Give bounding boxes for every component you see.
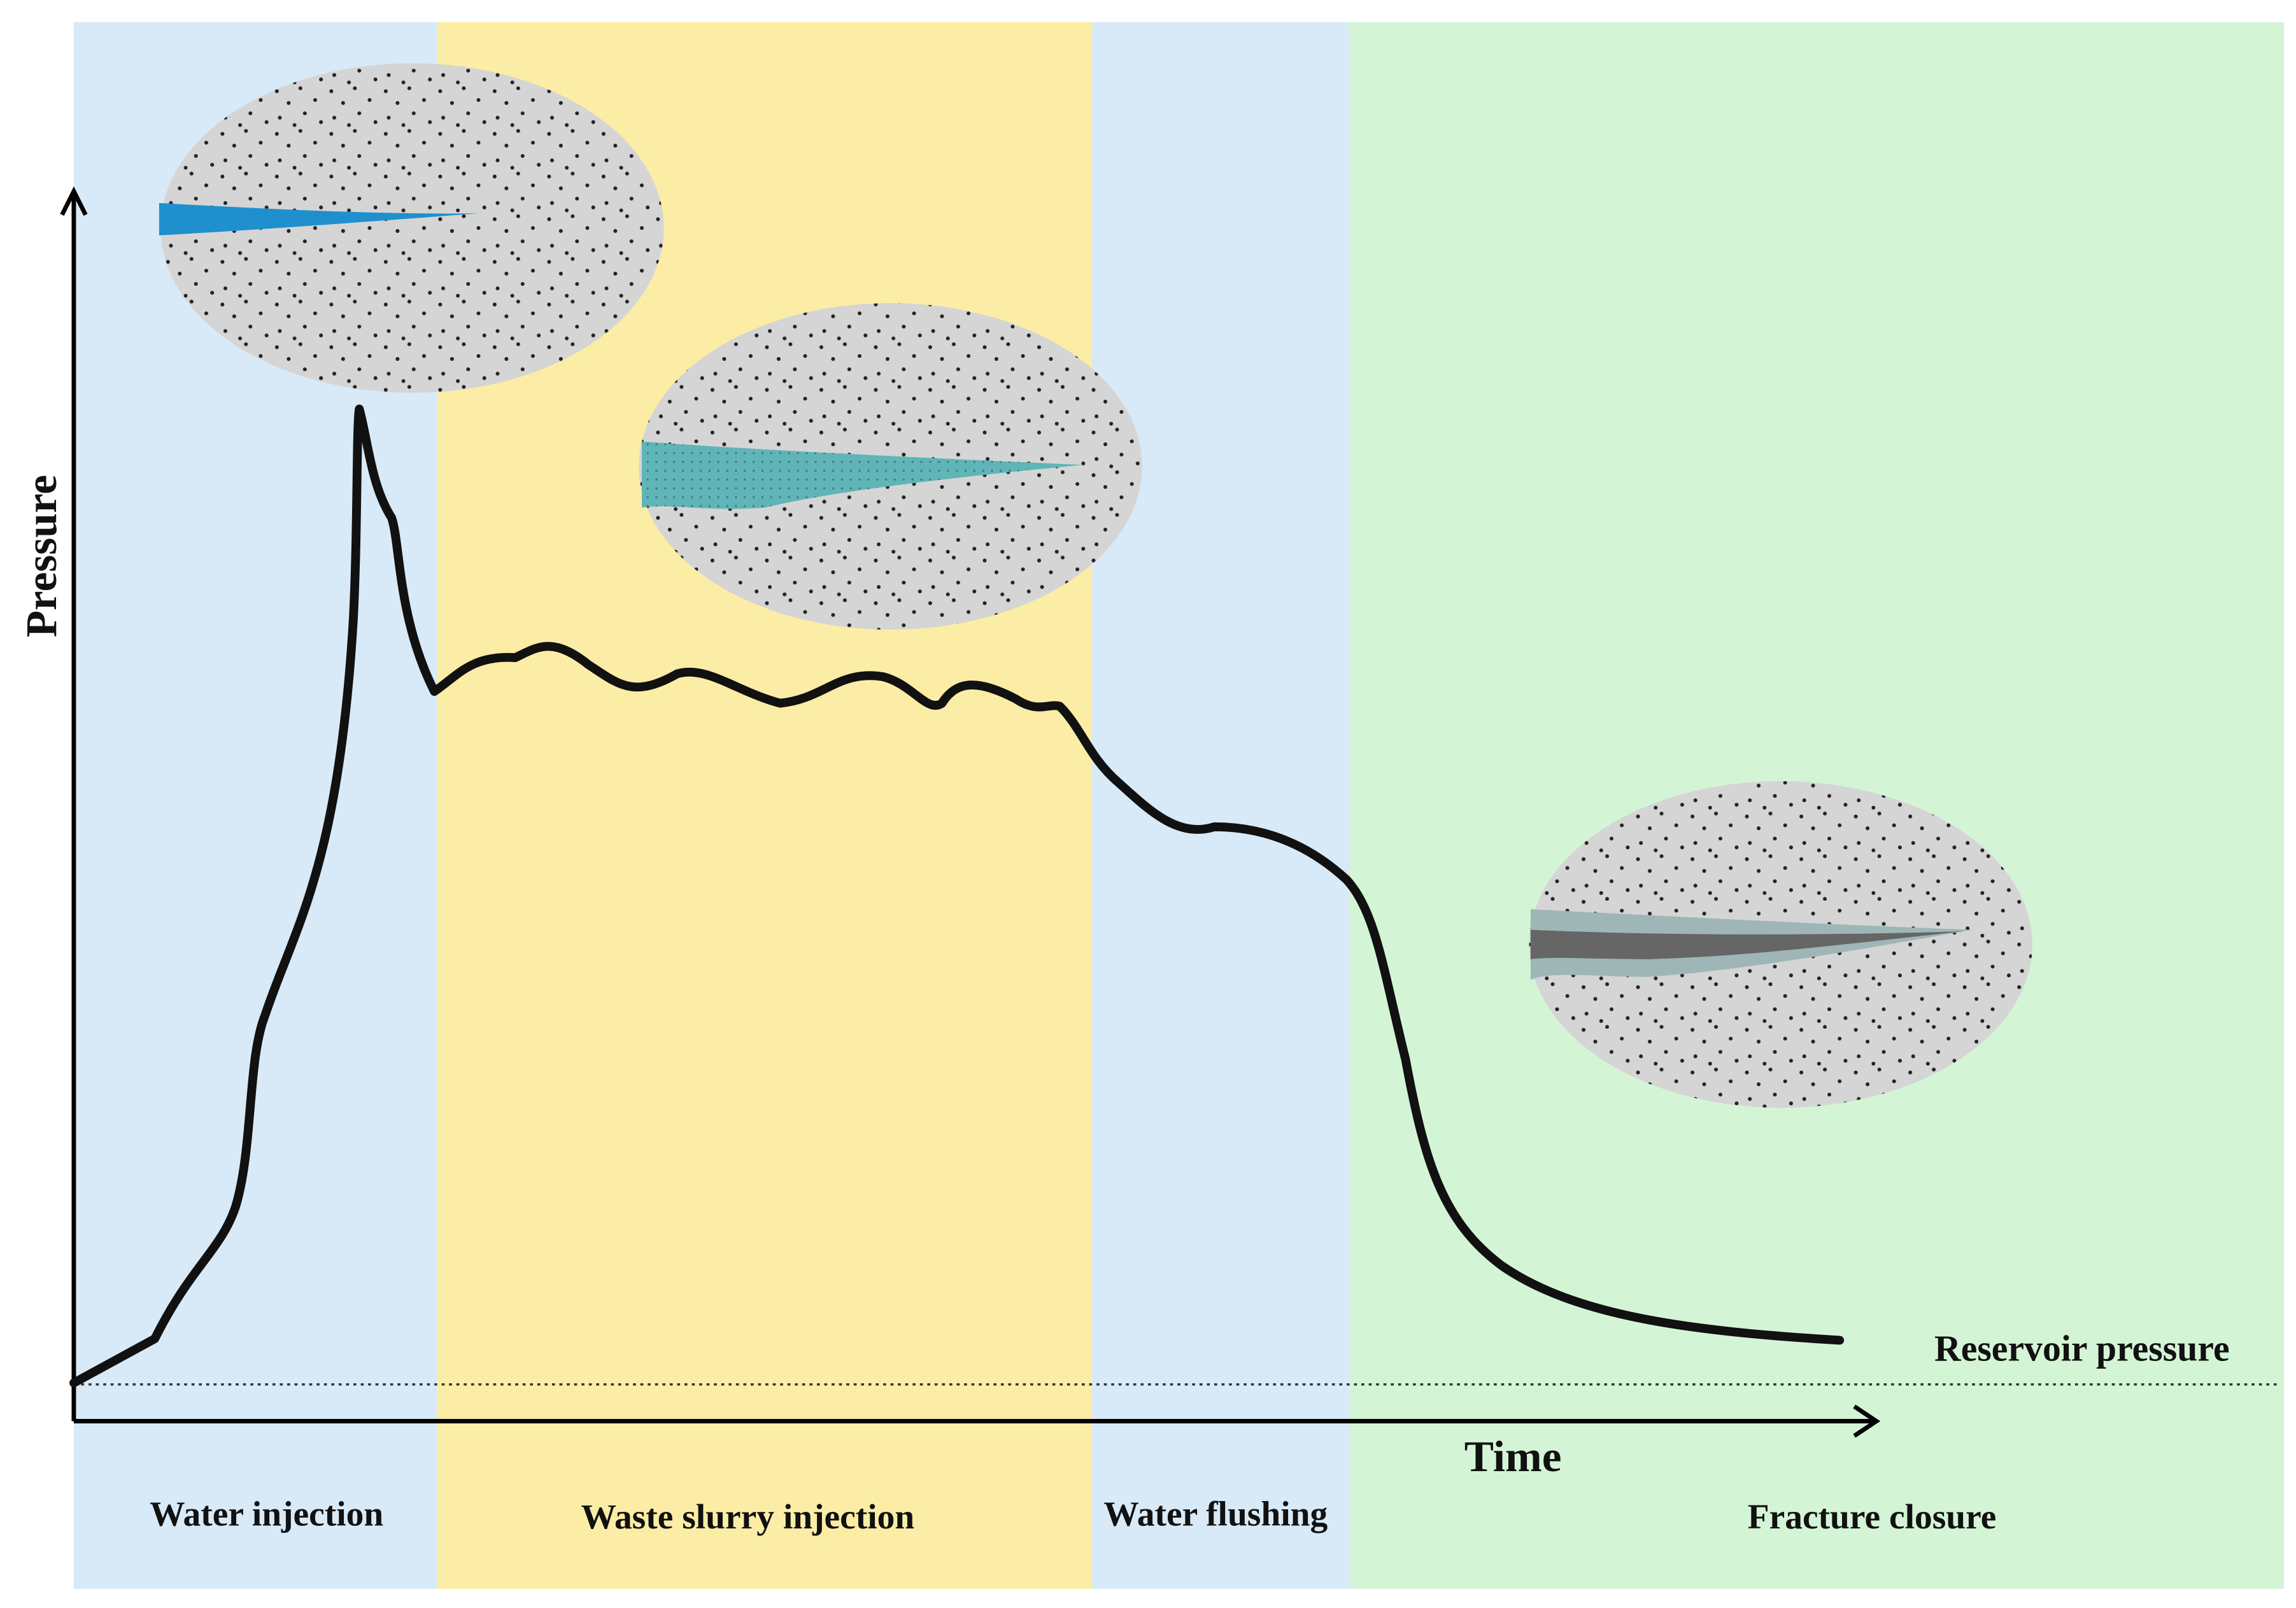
phase-label: Water flushing bbox=[1103, 1495, 1328, 1534]
y-axis-label: Pressure bbox=[17, 475, 66, 637]
axes bbox=[60, 186, 1881, 1438]
x-axis bbox=[73, 1404, 1881, 1438]
inset-texture bbox=[160, 63, 664, 393]
inset-3 bbox=[1529, 781, 2032, 1108]
phase-label: Fracture closure bbox=[1748, 1497, 1997, 1536]
x-axis-label: Time bbox=[1464, 1432, 1562, 1481]
phase-label: Water injection bbox=[150, 1495, 383, 1534]
y-axis bbox=[60, 186, 88, 1421]
reservoir-label: Reservoir pressure bbox=[1934, 1329, 2230, 1369]
inset-1 bbox=[159, 63, 664, 393]
bg-flushing bbox=[1092, 22, 1350, 1589]
fracture-texture bbox=[641, 441, 1084, 509]
pressure-curve bbox=[69, 404, 1845, 1388]
inset-2 bbox=[639, 303, 1142, 630]
fracture bbox=[1530, 929, 1965, 959]
phase-label: Waste slurry injection bbox=[581, 1497, 915, 1536]
fracture bbox=[159, 202, 479, 236]
